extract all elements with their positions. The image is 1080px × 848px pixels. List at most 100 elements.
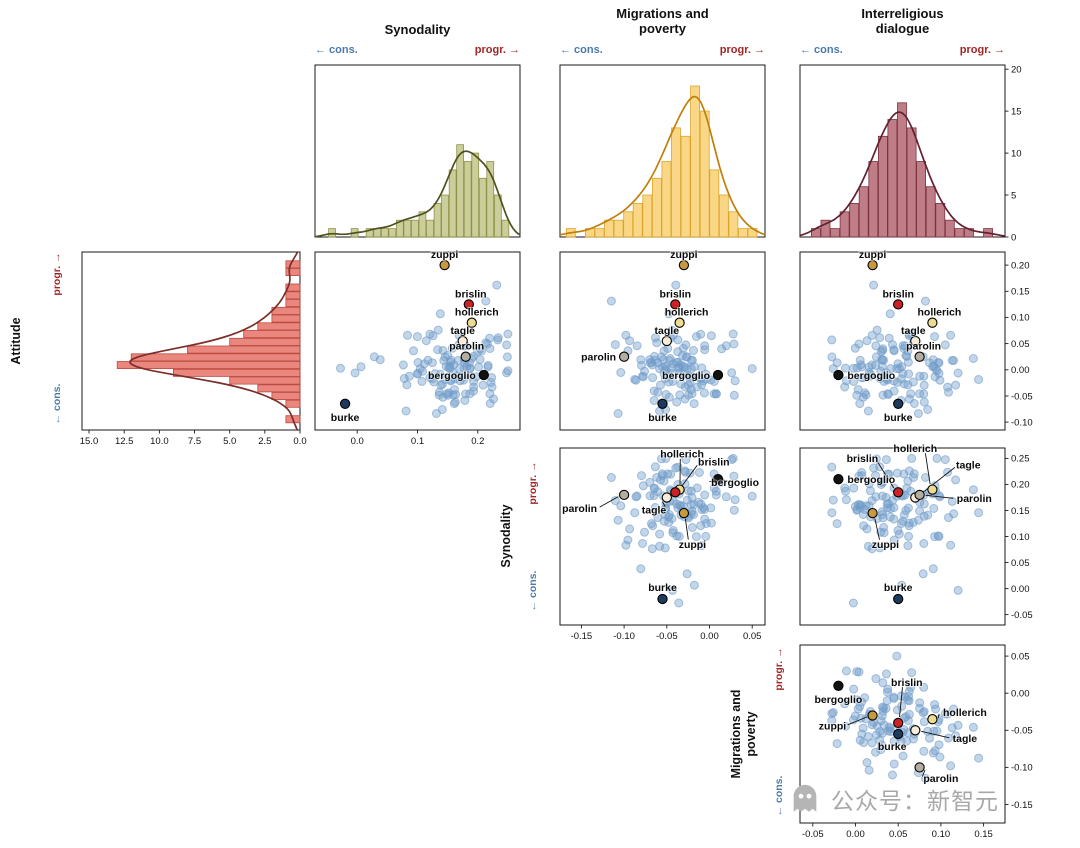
hist-bar-migrations (604, 219, 614, 238)
cloud-point (889, 503, 899, 513)
point-label-brislin: brislin (698, 457, 730, 469)
point-label-tagle: tagle (956, 459, 981, 471)
cloud-point (438, 379, 447, 389)
cloud-point (903, 716, 913, 726)
cloud-point (903, 541, 913, 551)
cloud-point (871, 341, 881, 351)
cloud-point (638, 372, 648, 382)
ghost-watermark-icon (793, 784, 817, 812)
cloud-point (692, 483, 702, 493)
cloud-point (881, 493, 891, 502)
labeled-point-brislin (893, 717, 904, 729)
cloud-point (668, 376, 678, 386)
cloud-point (638, 481, 648, 491)
point-label-parolin: parolin (581, 352, 616, 364)
cloud-point (694, 468, 704, 477)
tick-label: 0.00 (846, 829, 865, 840)
hist-bar-attitude (257, 322, 301, 331)
cloud-point (435, 309, 445, 319)
cloud-point (689, 346, 698, 355)
cloud-point (437, 405, 447, 414)
hist-bar-attitude (229, 376, 301, 385)
cloud-point (684, 390, 694, 400)
cloud-point (459, 364, 469, 374)
hist-bar-synodality (403, 219, 412, 238)
point-label-bergoglio: bergoglio (814, 694, 862, 706)
cloud-point (915, 506, 925, 516)
point-label-zuppi: zuppi (819, 721, 846, 733)
cloud-point (951, 475, 961, 485)
tick-label: 0 (1011, 232, 1016, 243)
cloud-point (949, 509, 959, 519)
cloud-point (610, 340, 620, 350)
cloud-point (913, 515, 923, 525)
cloud-point (849, 684, 859, 694)
cloud-point (613, 409, 623, 418)
cloud-point (929, 504, 939, 513)
tick-label: 5 (1011, 190, 1016, 201)
cloud-point (729, 390, 739, 400)
cloud-point (673, 357, 683, 367)
cloud-point (907, 453, 917, 463)
cloud-point (859, 521, 869, 531)
tick-label: 0.15 (1011, 287, 1030, 298)
tick-label: -0.05 (1011, 726, 1033, 737)
cloud-point (682, 569, 692, 579)
cloud-point (871, 352, 881, 362)
progr-label-migrations: progr. → (773, 647, 785, 691)
cloud-point (881, 703, 891, 713)
cloud-point (852, 667, 862, 677)
point-label-brislin: brislin (660, 288, 692, 300)
point-label-hollerich: hollerich (918, 307, 962, 319)
cloud-point (606, 296, 616, 306)
cloud-point (881, 455, 891, 465)
hist-bar-synodality (365, 228, 374, 238)
kde-curve-interreligious (799, 111, 1006, 237)
direction-bar-synodality: ← cons. progr. → (315, 44, 520, 56)
hist-bar-interreligious (887, 119, 898, 238)
tick-label: 0.0 (351, 436, 364, 447)
labeled-point-zuppi (678, 507, 690, 519)
cloud-point (625, 336, 635, 346)
cloud-point (951, 380, 961, 390)
labeled-point-parolin (914, 762, 925, 773)
cloud-point (934, 358, 944, 368)
cons-label: ← cons. (315, 44, 358, 56)
hist-bar-interreligious (954, 228, 965, 238)
cloud-point (923, 405, 933, 414)
cloud-point (678, 343, 688, 353)
tick-label: -0.10 (613, 631, 635, 642)
kde-curve-migrations (559, 95, 766, 236)
cloud-point (862, 524, 872, 534)
cloud-point (904, 331, 914, 341)
cloud-point (863, 406, 873, 416)
annotation-line-zuppi (684, 518, 689, 540)
cloud-point (446, 357, 456, 367)
cloud-point (691, 532, 701, 542)
cloud-point (903, 380, 913, 390)
cloud-point (827, 709, 837, 719)
cloud-point (621, 540, 631, 550)
hist-bar-attitude (285, 283, 301, 292)
cloud-point (932, 453, 942, 463)
cloud-point (729, 505, 739, 515)
cloud-point (689, 580, 699, 590)
cloud-point (417, 376, 427, 386)
labeled-point-bergoglio (712, 369, 724, 381)
hist-bar-synodality (388, 228, 397, 238)
point-label-hollerich: hollerich (455, 307, 499, 319)
cloud-point (613, 515, 623, 525)
cloud-point (909, 469, 919, 479)
cloud-point (676, 379, 686, 389)
hist-bar-synodality (418, 211, 427, 238)
cloud-point (649, 386, 659, 396)
cloud-point (871, 730, 881, 740)
cloud-point (647, 360, 657, 370)
cloud-point (663, 469, 673, 479)
hist-bar-interreligious (839, 211, 850, 238)
point-label-bergoglio: bergoglio (847, 474, 895, 486)
cloud-point (827, 462, 837, 472)
tick-label: 0.05 (889, 829, 908, 840)
cloud-point (899, 469, 909, 479)
cloud-point (650, 503, 660, 512)
